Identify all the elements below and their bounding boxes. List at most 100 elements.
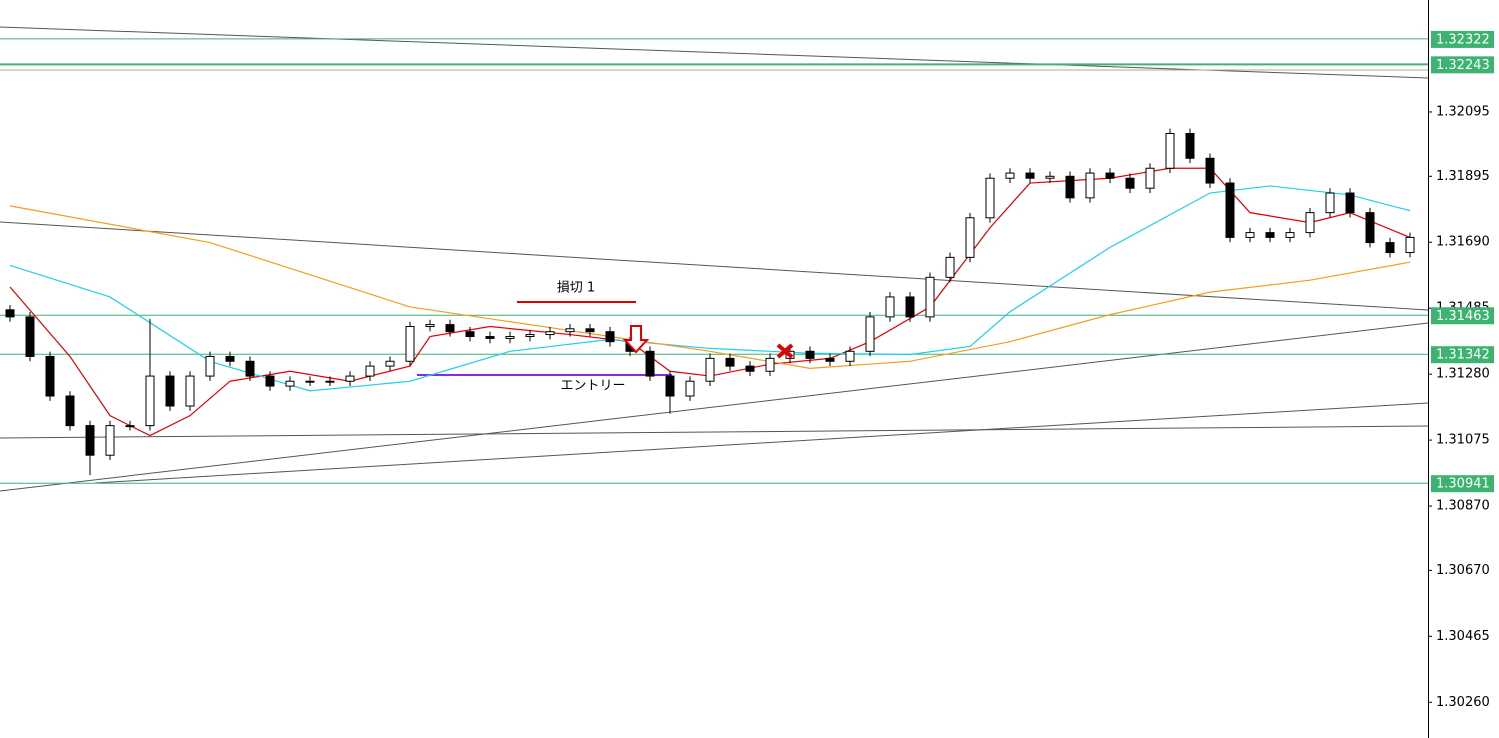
y-tick-label: 1.30870 <box>1436 499 1490 514</box>
candle-body <box>1085 172 1095 199</box>
y-tick-label: 1.30670 <box>1436 563 1490 578</box>
candle-body <box>1345 192 1355 214</box>
candle-body <box>305 380 315 383</box>
candle-body <box>505 336 515 339</box>
level-label: 1.32322 <box>1436 32 1490 47</box>
candle-body <box>1045 175 1055 179</box>
candle-body <box>325 380 335 383</box>
candle-body <box>485 336 495 339</box>
candle-body <box>285 380 295 387</box>
y-tick-label: 1.31075 <box>1436 433 1490 448</box>
candle-body <box>385 360 395 367</box>
moving-average <box>9 205 1411 369</box>
y-tick-label: 1.30465 <box>1436 629 1490 644</box>
candle-body <box>1125 177 1135 189</box>
candle-body <box>85 425 95 456</box>
level-label: 1.31463 <box>1436 309 1490 324</box>
candle-body <box>685 380 695 397</box>
candle-body <box>5 309 15 318</box>
stop-loss-label: 損切 1 <box>557 281 595 296</box>
candle-body <box>545 331 555 336</box>
moving-average <box>9 167 1411 437</box>
candle-body <box>1245 232 1255 238</box>
candle-body <box>465 331 475 338</box>
candle-body <box>905 296 915 318</box>
candle-body <box>1405 236 1415 254</box>
candle-body <box>985 177 995 219</box>
candle-body <box>265 375 275 387</box>
level-label: 1.30941 <box>1436 477 1490 492</box>
candle-body <box>665 375 675 397</box>
y-tick-label: 1.31690 <box>1436 235 1490 250</box>
candle-body <box>25 316 35 357</box>
level-label: 1.31342 <box>1436 348 1490 363</box>
candle-body <box>1145 167 1155 189</box>
candle-body <box>345 375 355 382</box>
y-tick-label: 1.31895 <box>1436 169 1490 184</box>
candle-body <box>365 365 375 377</box>
candle-body <box>445 324 455 333</box>
candle-body <box>605 331 615 343</box>
candle-body <box>765 357 775 372</box>
trendlines <box>0 26 1429 492</box>
entry-label: エントリー <box>560 379 625 394</box>
candle-body <box>825 357 835 362</box>
candle-body <box>65 395 75 427</box>
candle-body <box>805 350 815 359</box>
candle-body <box>1385 242 1395 254</box>
candle-body <box>565 328 575 333</box>
y-tick-label: 1.32095 <box>1436 104 1490 119</box>
candle-body <box>245 360 255 377</box>
level-tag <box>1431 56 1494 74</box>
candle-body <box>865 316 875 352</box>
candle-body <box>1285 232 1295 238</box>
candle-body <box>965 217 975 258</box>
candle-body <box>885 296 895 318</box>
level-tag <box>1431 307 1494 325</box>
plot <box>0 38 1428 484</box>
trendline <box>0 322 1429 492</box>
level-tag <box>1431 346 1494 364</box>
candle-body <box>645 350 655 377</box>
candle-body <box>105 425 115 456</box>
candle-body <box>1325 192 1335 214</box>
candle-body <box>1105 172 1115 179</box>
y-tick-label: 1.30260 <box>1436 695 1490 710</box>
y-tick-label: 1.31280 <box>1436 367 1490 382</box>
level-tag <box>1431 30 1494 48</box>
candle-body <box>525 334 535 338</box>
candle-body <box>725 357 735 367</box>
candle-body <box>1265 232 1275 238</box>
candle-body <box>1225 182 1235 238</box>
candle-body <box>925 276 935 318</box>
candle-body <box>1365 212 1375 244</box>
level-tag <box>1431 475 1494 493</box>
candle-body <box>185 375 195 407</box>
exit-mark <box>776 343 794 359</box>
candle-body <box>225 355 235 362</box>
candle-body <box>1165 133 1175 169</box>
trendline <box>0 425 1429 439</box>
entry-arrow <box>622 325 650 354</box>
trendline <box>94 402 1429 484</box>
candle-body <box>45 355 55 397</box>
candle-body <box>165 375 175 407</box>
candle-body <box>1005 172 1015 179</box>
candle-body <box>585 328 595 333</box>
candle-body <box>405 326 415 362</box>
candle-body <box>1025 172 1035 179</box>
candle-body <box>1065 175 1075 199</box>
candle-body <box>945 256 955 278</box>
candle-body <box>425 324 435 328</box>
candle-body <box>745 365 755 372</box>
level-label: 1.32243 <box>1436 58 1490 73</box>
candle-body <box>1205 157 1215 184</box>
candle-body <box>205 355 215 377</box>
candle-body <box>125 425 135 428</box>
trendline <box>0 221 1429 311</box>
candle-body <box>1185 133 1195 159</box>
candle-body <box>705 357 715 382</box>
candle-body <box>845 350 855 362</box>
price-axis: 1.320951.318951.316901.314851.312801.310… <box>1428 30 1494 710</box>
